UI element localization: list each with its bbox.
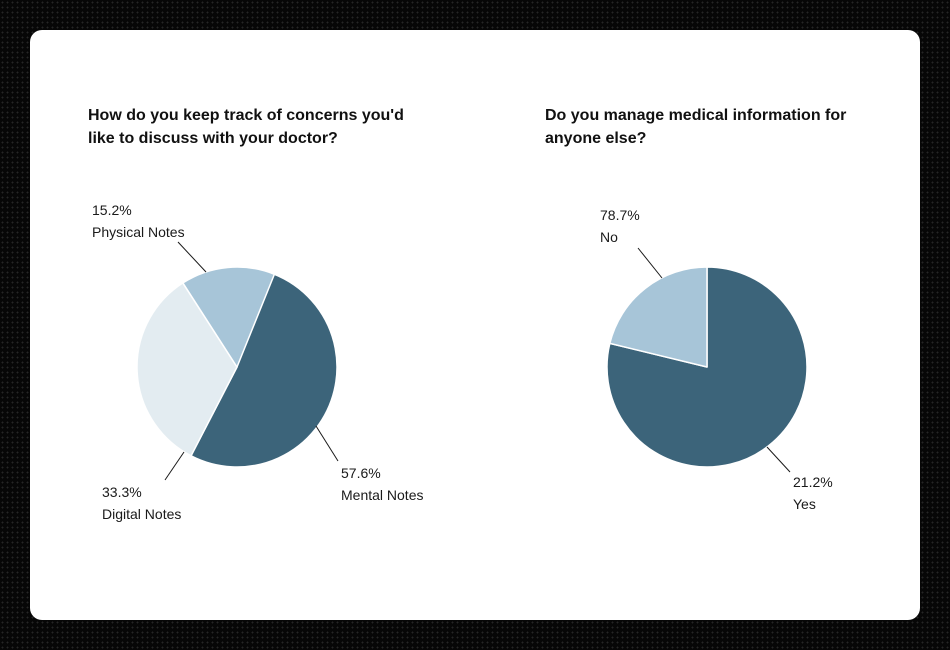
label-mental-pct: 57.6%: [341, 465, 381, 481]
chart-card: How do you keep track of concerns you'd …: [30, 30, 920, 620]
left-pie-slices: [136, 266, 338, 468]
label-digital-name: Digital Notes: [102, 505, 182, 522]
label-no: 78.7% No: [600, 205, 640, 248]
left-pie-chart: [136, 241, 339, 481]
right-pie-slices: [606, 266, 808, 468]
label-yes: 21.2% Yes: [793, 472, 833, 515]
pie-slice-physical-notes: [182, 266, 276, 368]
label-mental-notes: 57.6% Mental Notes: [341, 463, 423, 506]
pie-slice-mental-notes: [190, 266, 338, 468]
label-yes-name: Yes: [793, 495, 816, 512]
label-no-pct: 78.7%: [600, 207, 640, 223]
right-pie-chart: [606, 247, 808, 473]
label-no-name: No: [600, 228, 618, 245]
leader-line-no: [637, 247, 663, 279]
leader-line-yes: [766, 446, 791, 473]
left-chart-title: How do you keep track of concerns you'd …: [88, 107, 404, 148]
leader-line-digital-notes: [164, 451, 185, 481]
label-mental-name: Mental Notes: [341, 486, 424, 503]
label-digital-pct: 33.3%: [102, 484, 142, 500]
label-yes-pct: 21.2%: [793, 474, 833, 490]
label-physical-name: Physical Notes: [92, 223, 185, 240]
label-digital-notes: 33.3% Digital Notes: [102, 482, 181, 525]
label-physical-notes: 15.2% Physical Notes: [92, 200, 185, 243]
leader-line-mental-notes: [315, 425, 339, 462]
pie-slice-digital-notes: [136, 282, 238, 457]
right-chart-title: Do you manage medical information for an…: [545, 107, 847, 148]
label-physical-pct: 15.2%: [92, 202, 132, 218]
leader-line-physical-notes: [177, 241, 207, 273]
pie-slice-no: [609, 266, 708, 368]
